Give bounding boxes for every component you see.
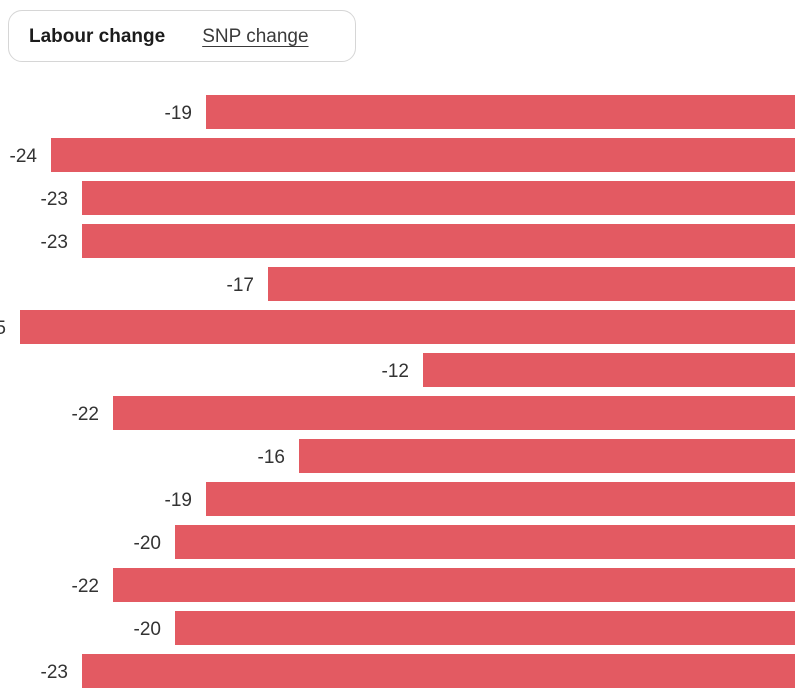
data-label-13: -20 xyxy=(134,619,161,640)
bar-13 xyxy=(175,611,795,645)
change-toggle: Labour change SNP change xyxy=(8,10,356,62)
bar-6 xyxy=(20,310,795,344)
data-label-8: -22 xyxy=(72,404,99,425)
data-label-10: -19 xyxy=(165,490,192,511)
data-label-7: -12 xyxy=(382,361,409,382)
data-label-6: -25 xyxy=(0,318,6,339)
bar-14 xyxy=(82,654,795,688)
data-label-1: -19 xyxy=(165,103,192,124)
bar-11 xyxy=(175,525,795,559)
bar-5 xyxy=(268,267,795,301)
bar-3 xyxy=(82,181,795,215)
bar-1 xyxy=(206,95,795,129)
data-label-12: -22 xyxy=(72,576,99,597)
bar-10 xyxy=(206,482,795,516)
data-label-11: -20 xyxy=(134,533,161,554)
data-label-5: -17 xyxy=(227,275,254,296)
data-label-3: -23 xyxy=(41,189,68,210)
bar-8 xyxy=(113,396,795,430)
bar-9 xyxy=(299,439,795,473)
bar-4 xyxy=(82,224,795,258)
bar-2 xyxy=(51,138,795,172)
data-label-14: -23 xyxy=(41,662,68,683)
tab-snp-change[interactable]: SNP change xyxy=(202,25,309,47)
data-label-9: -16 xyxy=(258,447,285,468)
bar-12 xyxy=(113,568,795,602)
data-label-4: -23 xyxy=(41,232,68,253)
data-label-2: -24 xyxy=(10,146,38,167)
tab-labour-change[interactable]: Labour change xyxy=(29,25,166,47)
bar-7 xyxy=(423,353,795,387)
